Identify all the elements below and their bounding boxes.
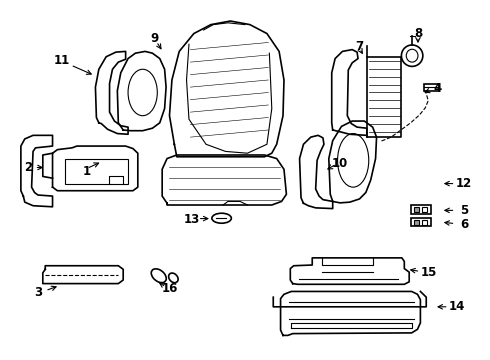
Text: 12: 12 — [456, 177, 472, 190]
Text: 8: 8 — [414, 27, 422, 40]
Text: 5: 5 — [460, 204, 468, 217]
Text: 3: 3 — [34, 286, 42, 299]
Bar — [411, 218, 431, 226]
Text: 9: 9 — [151, 32, 159, 45]
Bar — [411, 204, 431, 214]
Text: 6: 6 — [460, 218, 468, 231]
Bar — [65, 158, 128, 184]
Text: 11: 11 — [54, 54, 71, 67]
Text: 4: 4 — [433, 82, 441, 95]
Text: 1: 1 — [83, 165, 91, 177]
Text: 14: 14 — [449, 300, 465, 313]
Bar — [422, 207, 427, 212]
Text: 7: 7 — [355, 40, 364, 53]
Text: 2: 2 — [24, 161, 32, 174]
Text: 13: 13 — [183, 213, 199, 226]
Bar — [424, 84, 439, 91]
Bar — [414, 220, 419, 225]
Text: 15: 15 — [421, 266, 438, 279]
Text: 10: 10 — [332, 157, 348, 170]
Bar — [422, 220, 427, 225]
Bar — [414, 207, 419, 212]
Text: 16: 16 — [161, 283, 178, 296]
